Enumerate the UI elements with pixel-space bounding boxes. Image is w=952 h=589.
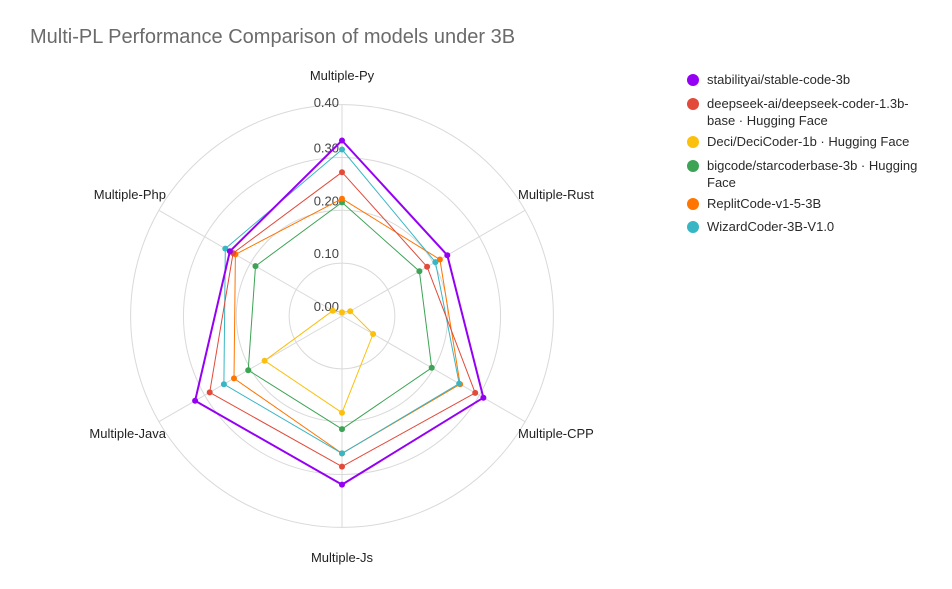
svg-text:Multiple-Py: Multiple-Py xyxy=(310,68,375,83)
svg-text:0.10: 0.10 xyxy=(314,246,339,261)
svg-text:Multiple-Rust: Multiple-Rust xyxy=(518,187,594,202)
svg-text:Multiple-Java: Multiple-Java xyxy=(89,426,166,441)
svg-text:Multiple-CPP: Multiple-CPP xyxy=(518,426,594,441)
svg-text:Multiple-Php: Multiple-Php xyxy=(94,187,166,202)
svg-text:0.20: 0.20 xyxy=(314,193,339,208)
svg-text:0.40: 0.40 xyxy=(314,95,339,110)
svg-text:Multiple-Js: Multiple-Js xyxy=(311,550,374,565)
